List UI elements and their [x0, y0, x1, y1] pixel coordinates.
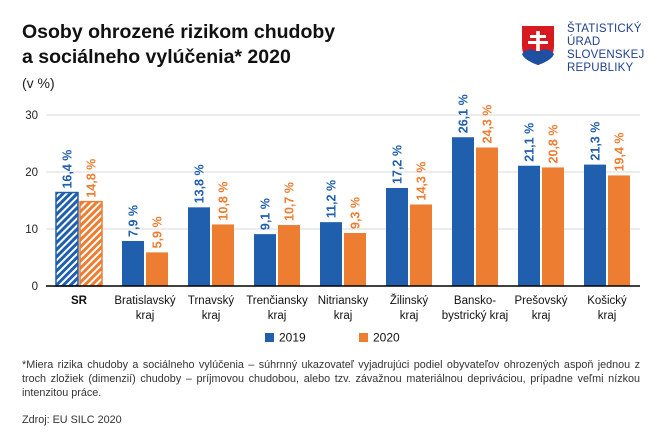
bar-2019	[254, 234, 276, 286]
bar-chart: 0 10 20 30 16,4 % 14,8 % SR 7,9 % 5,9 % Bratislav…	[25, 94, 640, 345]
unit-label: (v %)	[22, 75, 55, 91]
data-label-2020: 9,3 %	[349, 197, 363, 229]
bar-2020	[79, 200, 103, 287]
category-label: SR	[71, 295, 88, 307]
bar-2020	[410, 204, 432, 286]
legend-swatch-2019	[265, 333, 274, 342]
data-label-2019: 7,9 %	[127, 205, 141, 237]
bar-2020	[476, 147, 498, 286]
data-label-2020: 19,4 %	[613, 132, 627, 171]
bar-2020	[146, 252, 168, 286]
bar-2019	[452, 137, 474, 286]
data-label-2020: 20,8 %	[547, 125, 561, 164]
data-label-2020: 14,8 %	[85, 159, 99, 198]
category-label: Žilinský	[390, 294, 429, 307]
data-label-2020: 10,8 %	[217, 182, 231, 221]
y-tick-label: 10	[25, 224, 38, 236]
data-label-2019: 17,2 %	[391, 145, 405, 184]
category-label: Prešovský	[514, 295, 567, 307]
category-label: Bratislavský	[114, 295, 176, 307]
category-label: Bansko-	[454, 295, 496, 307]
category-label: Košický	[587, 295, 627, 307]
legend-label-2019: 2019	[279, 331, 306, 345]
footnote: *Miera rizika chudoby a sociálneho vylúč…	[22, 359, 640, 399]
chart-title: Osoby ohrozené rizikom chudoby a sociáln…	[22, 20, 335, 70]
legend-label-2020: 2020	[373, 331, 400, 345]
logo-line-3: SLOVENSKEJ	[567, 49, 645, 61]
bar-2019	[584, 164, 606, 286]
category-label: bystrický kraj	[442, 310, 508, 322]
data-label-2020: 5,9 %	[151, 216, 165, 248]
data-label-2020: 14,3 %	[415, 162, 429, 201]
y-tick-label: 20	[25, 167, 38, 179]
bar-2019	[55, 191, 79, 287]
chart-title-line-1: Osoby ohrozené rizikom chudoby	[22, 21, 336, 43]
data-label-2019: 21,1 %	[523, 123, 537, 162]
logo-line-2: ÚRAD	[567, 36, 601, 48]
data-label-2019: 11,2 %	[325, 180, 339, 218]
category-label: Trnavský	[188, 295, 234, 307]
category-label: kraj	[268, 310, 287, 322]
data-label-2020: 10,7 %	[283, 182, 297, 221]
source-note: Zdroj: EU SILC 2020	[22, 414, 122, 426]
slovak-coat-of-arms-icon	[522, 26, 554, 65]
legend-swatch-2020	[359, 333, 368, 342]
bar-2020	[344, 232, 366, 286]
bar-2019	[188, 207, 210, 286]
category-label: Trenčiansky	[246, 295, 308, 307]
logo-line-1: ŠTATISTICKÝ	[567, 23, 642, 35]
y-tick-label: 0	[32, 281, 38, 293]
data-label-2020: 24,3 %	[481, 105, 495, 144]
statistical-office-logo-text: ŠTATISTICKÝ ÚRAD SLOVENSKEJ REPUBLIKY	[567, 23, 644, 75]
y-tick-label: 30	[25, 110, 38, 122]
bar-2019	[122, 240, 144, 286]
category-label: kraj	[532, 310, 551, 322]
category-label: kraj	[334, 310, 353, 322]
category-label: kraj	[400, 310, 419, 322]
category-label: kraj	[202, 310, 221, 322]
category-label: kraj	[598, 310, 617, 322]
data-label-2019: 13,8 %	[193, 164, 207, 203]
bar-2019	[386, 187, 408, 286]
data-label-2019: 9,1 %	[259, 198, 273, 230]
bar-2020	[212, 224, 234, 286]
bar-2019	[518, 165, 540, 286]
bar-2020	[542, 167, 564, 286]
chart-title-line-2: a sociálneho vylúčenia* 2020	[22, 46, 291, 68]
bar-2020	[608, 175, 630, 286]
data-label-2019: 16,4 %	[61, 150, 75, 189]
logo-line-4: REPUBLIKY	[567, 62, 634, 74]
data-label-2019: 26,1 %	[457, 94, 471, 133]
bar-2019	[320, 222, 342, 286]
bar-2020	[278, 225, 300, 286]
category-label: Nitriansky	[318, 295, 369, 307]
data-label-2019: 21,3 %	[589, 122, 603, 161]
category-label: kraj	[136, 310, 155, 322]
